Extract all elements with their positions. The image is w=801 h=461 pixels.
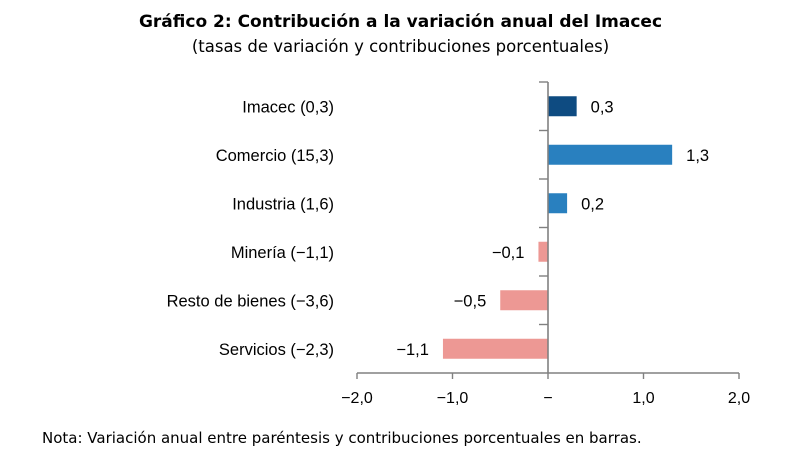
note-text: Nota: Variación anual entre paréntesis y… [42,429,642,447]
bar-mineria [538,241,548,262]
x-tick-label: −1,0 [437,390,469,407]
category-label-servicios: Servicios (−2,3) [219,341,334,359]
value-label-imacec: 0,3 [591,98,614,116]
value-label-resto-de-bienes: −0,5 [454,292,487,310]
value-label-comercio: 1,3 [686,147,709,165]
category-label-industria: Industria (1,6) [232,195,334,213]
bar-resto-de-bienes [500,290,548,311]
value-label-mineria: −0,1 [492,244,525,262]
bar-comercio [548,144,673,165]
x-tick-label: −2,0 [341,390,373,407]
chart-subtitle: (tasas de variación y contribuciones por… [191,37,610,56]
x-tick-label: 1,0 [632,390,654,407]
bar-servicios [442,338,548,359]
category-label-mineria: Minería (−1,1) [231,244,334,262]
bar-imacec [548,96,577,117]
value-label-servicios: −1,1 [396,341,429,359]
category-label-imacec: Imacec (0,3) [242,98,334,116]
chart-title: Gráfico 2: Contribución a la variación a… [138,12,663,32]
category-label-comercio: Comercio (15,3) [216,147,334,165]
x-tick-label: 2,0 [728,390,750,407]
value-label-industria: 0,2 [581,195,604,213]
bar-industria [548,193,568,214]
x-tick-label: − [543,390,552,407]
category-label-resto-de-bienes: Resto de bienes (−3,6) [167,292,334,310]
